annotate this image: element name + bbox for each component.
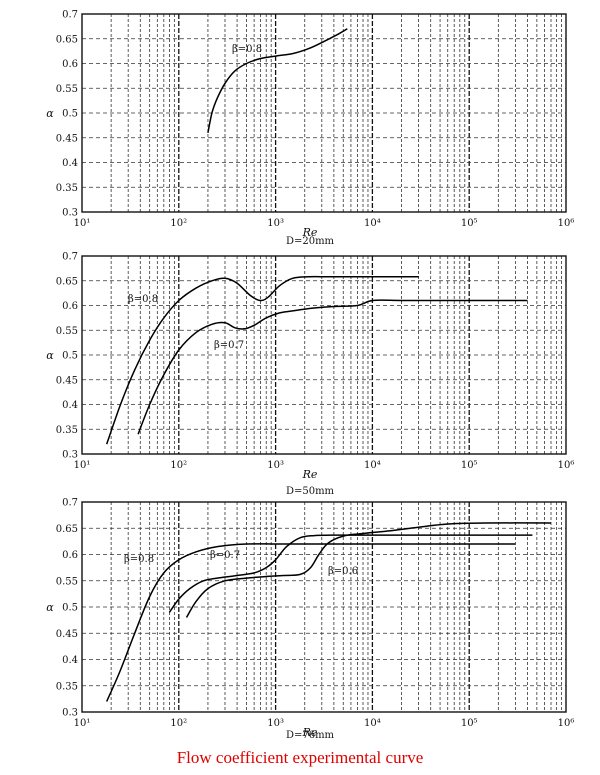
y-tick-label: 0.65 xyxy=(56,34,78,45)
series-line-1 xyxy=(105,275,419,445)
x-tick-label: 10⁶ xyxy=(558,218,575,229)
y-axis-label: α xyxy=(46,107,54,120)
figure-caption: Flow coefficient experimental curve xyxy=(176,748,424,767)
x-axis-label: Re xyxy=(302,226,318,239)
y-tick-label: 0.7 xyxy=(62,498,78,509)
x-tick-label: 10⁴ xyxy=(364,718,381,729)
chart-panel-1: 0.3 0.35 0.4 0.45 0.5 0.55 0.6 0.65 0.7 10¹ 10² 10³… xyxy=(46,10,574,248)
y-tick-label: 0.55 xyxy=(56,576,78,587)
y-tick-label: 0.4 xyxy=(62,400,78,411)
y-tick-label: 0.6 xyxy=(62,301,78,312)
x-tick-label: 10⁶ xyxy=(558,718,575,729)
y-tick-label: 0.35 xyxy=(56,183,78,194)
x-tick-label: 10¹ xyxy=(74,218,91,229)
x-tick-label: 10⁵ xyxy=(461,718,478,729)
x-tick-label: 10⁵ xyxy=(461,218,478,229)
y-tick-label: 0.6 xyxy=(62,550,78,561)
x-tick-label: 10¹ xyxy=(74,460,91,471)
y-tick-label: 0.4 xyxy=(62,655,78,666)
y-tick-label: 0.3 xyxy=(62,208,78,219)
y-axis-label: α xyxy=(46,601,54,614)
plot-frame xyxy=(81,501,567,713)
series-label: β=0.7 xyxy=(214,340,244,351)
y-tick-label: 0.45 xyxy=(56,629,78,640)
y-tick-label: 0.4 xyxy=(62,158,78,169)
x-axis-label: Re xyxy=(302,468,318,481)
series-label: β=0.8 xyxy=(128,294,158,305)
series-label: β=0.8 xyxy=(232,44,262,55)
series-label: β=0.6 xyxy=(328,566,358,577)
series-line-3 xyxy=(185,522,552,618)
y-tick-label: 0.5 xyxy=(62,109,78,120)
series-line-1 xyxy=(106,543,516,702)
y-tick-label: 0.3 xyxy=(62,450,78,461)
series-label: β=0.8 xyxy=(124,554,154,565)
x-tick-label: 10³ xyxy=(267,218,284,229)
series-label: β=0.7 xyxy=(210,550,240,561)
x-tick-label: 10⁵ xyxy=(461,460,478,471)
x-tick-label: 10³ xyxy=(267,718,284,729)
x-tick-label: 10³ xyxy=(267,460,284,471)
chart-panel-3: 0.3 0.35 0.4 0.45 0.5 0.55 0.6 0.65 0.7 10¹ 10² 10³… xyxy=(46,498,574,742)
panel-subtitle: D=76mm xyxy=(286,730,335,741)
y-axis-label: α xyxy=(46,349,54,362)
x-tick-label: 10⁴ xyxy=(364,218,381,229)
y-tick-label: 0.5 xyxy=(62,603,78,614)
y-tick-label: 0.55 xyxy=(56,326,78,337)
plot-frame xyxy=(81,13,567,213)
panel-subtitle: D=50mm xyxy=(286,486,335,497)
x-tick-label: 10⁶ xyxy=(558,460,575,471)
x-tick-label: 10¹ xyxy=(74,718,91,729)
y-tick-label: 0.6 xyxy=(62,59,78,70)
y-tick-label: 0.45 xyxy=(56,375,78,386)
panel-subtitle: D=20mm xyxy=(286,236,335,247)
y-tick-label: 0.35 xyxy=(56,681,78,692)
y-tick-label: 0.45 xyxy=(56,133,78,144)
x-tick-label: 10² xyxy=(170,718,187,729)
y-tick-label: 0.3 xyxy=(62,708,78,719)
x-axis-label: Re xyxy=(302,726,318,739)
y-tick-label: 0.55 xyxy=(56,84,78,95)
plot-frame xyxy=(81,255,567,455)
y-tick-label: 0.7 xyxy=(62,252,78,263)
series-line-2 xyxy=(168,534,533,613)
x-tick-label: 10² xyxy=(170,460,187,471)
y-tick-label: 0.65 xyxy=(56,524,78,535)
x-tick-label: 10⁴ xyxy=(364,460,381,471)
y-tick-label: 0.5 xyxy=(62,351,78,362)
x-tick-label: 10² xyxy=(170,218,187,229)
series-line-2 xyxy=(137,299,528,435)
y-tick-label: 0.7 xyxy=(62,10,78,21)
series-line-1 xyxy=(207,28,348,133)
y-tick-label: 0.65 xyxy=(56,276,78,287)
y-tick-label: 0.35 xyxy=(56,425,78,436)
chart-panel-2: 0.3 0.35 0.4 0.45 0.5 0.55 0.6 0.65 0.7 10¹ 10² 10³… xyxy=(46,252,574,498)
